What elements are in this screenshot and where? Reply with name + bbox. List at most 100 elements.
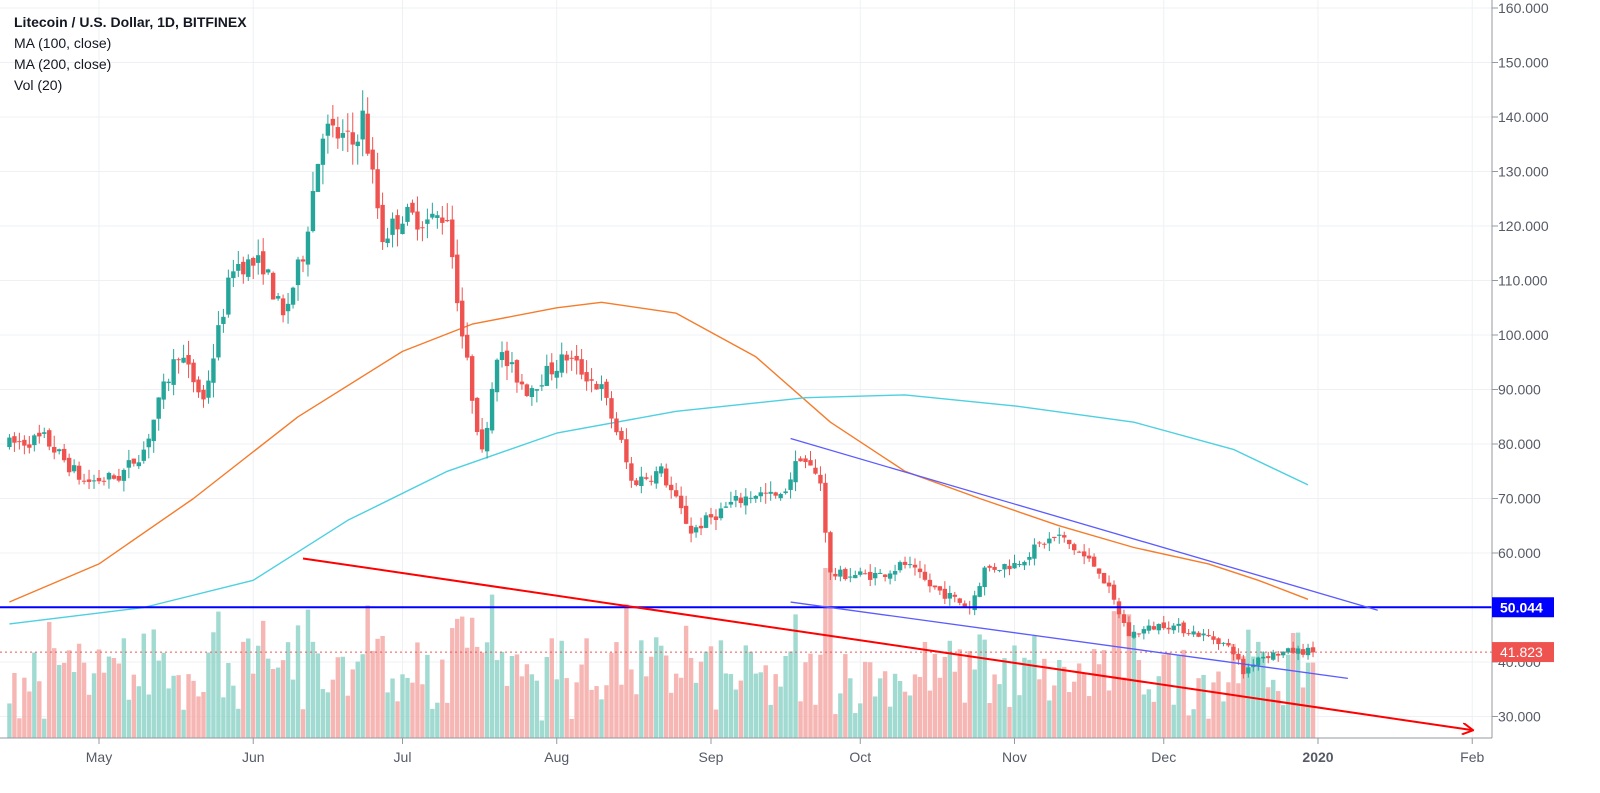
candle-body (1171, 625, 1176, 631)
candle-body (1285, 648, 1291, 653)
candle-body (1121, 614, 1127, 624)
candle-body (1290, 647, 1296, 653)
candle-body (42, 432, 47, 434)
trendlines[interactable] (0, 437, 1492, 731)
candle-body (17, 441, 22, 443)
volume-bar (1261, 651, 1266, 738)
candle-body (106, 472, 112, 480)
candle-body (713, 516, 719, 520)
volume-bar (17, 718, 22, 738)
volume-bar (56, 664, 62, 738)
volume-bar (868, 662, 873, 738)
candle-body (330, 118, 336, 126)
volume-bar (559, 640, 564, 738)
candle-body (997, 569, 1002, 571)
volume-bar (1275, 691, 1281, 738)
candle-body (335, 127, 341, 139)
volume-bar (1101, 650, 1107, 738)
candle-body (101, 480, 107, 482)
volume-bar (1305, 662, 1311, 738)
volume-bar (484, 642, 490, 738)
candle-body (798, 458, 803, 462)
candle-body (703, 515, 709, 528)
candle-body (460, 300, 465, 337)
candle-body (226, 277, 231, 315)
candle-body (1236, 653, 1241, 660)
candle-body (22, 439, 27, 446)
volume-bar (1146, 689, 1152, 738)
candle-body (305, 231, 311, 265)
candle-body (295, 259, 301, 286)
candle-body (853, 575, 858, 579)
volume-bar (589, 689, 594, 738)
candle-body (66, 457, 72, 473)
volume-bar (1221, 701, 1226, 738)
candle-body (1305, 647, 1311, 656)
volume-bar (1295, 632, 1301, 738)
candle-body (833, 573, 838, 577)
volume-bar (260, 620, 266, 738)
candle-body (479, 429, 485, 450)
candle-body (430, 213, 435, 218)
candle-body (803, 458, 808, 463)
volume-bar (61, 662, 67, 738)
candle-body (146, 438, 151, 448)
volume-bar (415, 642, 420, 738)
candle-body (191, 362, 196, 383)
candle-body (887, 573, 893, 579)
volume-bar (47, 622, 52, 738)
volume-bars (7, 568, 1316, 738)
volume-bar (1136, 660, 1142, 738)
candle-body (1151, 626, 1157, 630)
volume-bar (1022, 657, 1027, 738)
candle-body (474, 397, 480, 432)
y-tick-label: 30.000 (1498, 709, 1541, 725)
volume-bar (673, 673, 679, 738)
volume-bar (1226, 682, 1231, 738)
candle-body (902, 561, 908, 565)
candle-body (1072, 544, 1077, 551)
candle-body (569, 357, 574, 359)
candle-body (668, 484, 674, 491)
candle-body (270, 272, 276, 300)
candle-body (1211, 636, 1216, 640)
candle-body (1300, 649, 1306, 655)
candle-body (96, 477, 102, 482)
candle-body (370, 149, 375, 170)
volume-bar (435, 702, 440, 738)
volume-bar (380, 636, 385, 738)
volume-bar (131, 674, 137, 738)
volume-bar (166, 688, 171, 738)
candle-body (126, 460, 132, 468)
candle-body (673, 490, 679, 497)
volume-bar (629, 669, 634, 738)
candle-body (251, 257, 256, 266)
candle-body (1091, 556, 1097, 567)
candle-body (241, 261, 246, 275)
candle-body (375, 169, 380, 209)
volume-bar (823, 568, 828, 738)
candle-body (1062, 535, 1067, 538)
volume-bar (1211, 682, 1216, 738)
candle-body (12, 436, 17, 443)
volume-bar (659, 645, 664, 738)
candle-body (882, 574, 888, 578)
candle-body (350, 132, 355, 145)
volume-bar (892, 673, 898, 738)
candle-body (1067, 539, 1072, 545)
x-tick-label: Dec (1151, 749, 1176, 765)
volume-bar (285, 642, 291, 738)
candle-body (280, 298, 286, 316)
candle-body (395, 215, 400, 230)
candle-body (1032, 544, 1037, 559)
candle-body (420, 227, 425, 229)
volume-bar (897, 680, 903, 738)
volume-bar (171, 675, 176, 738)
volume-bar (330, 679, 336, 738)
candle-body (524, 384, 530, 396)
volume-bar (783, 655, 788, 738)
volume-bar (221, 697, 226, 738)
candle-body (539, 385, 545, 387)
candle-body (778, 493, 783, 499)
